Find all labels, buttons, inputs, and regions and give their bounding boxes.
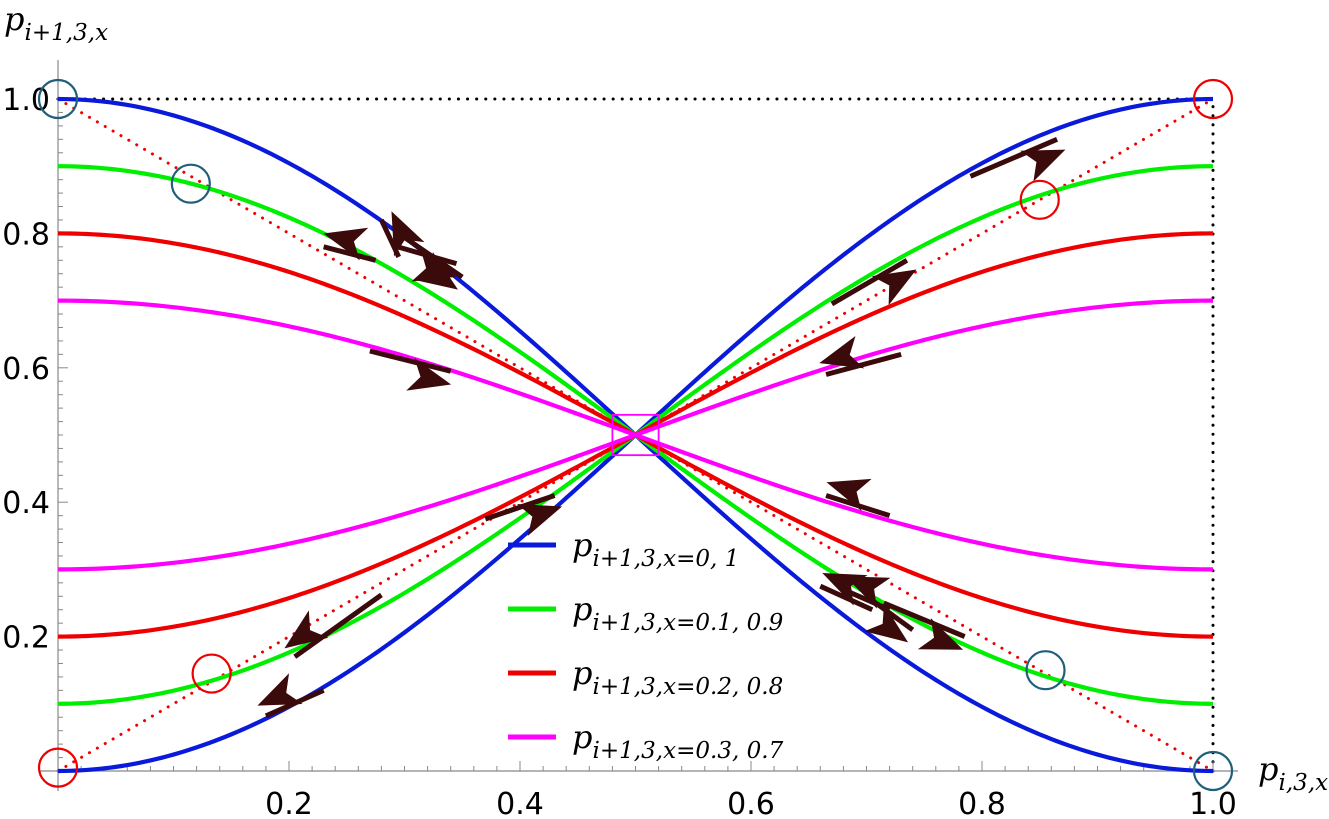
flow-arrow-2 bbox=[819, 335, 902, 377]
flow-arrow-3 bbox=[284, 592, 383, 659]
legend-label-0: pi+1,3,x=0, 1 bbox=[572, 526, 739, 572]
x-tick-label: 0.2 bbox=[265, 787, 313, 819]
x-tick-label: 0.4 bbox=[496, 787, 544, 819]
marker-circle-6 bbox=[191, 653, 232, 694]
flow-arrow-5 bbox=[484, 493, 563, 536]
y-tick-label: 0.4 bbox=[2, 486, 50, 521]
circles-layer bbox=[37, 78, 1234, 792]
x-axis-title: pi,3,x bbox=[1258, 750, 1328, 796]
flow-arrow-4 bbox=[257, 673, 325, 719]
x-tick-label: 0.8 bbox=[958, 787, 1006, 819]
y-tick-label: 0.6 bbox=[2, 352, 50, 387]
flow-arrow-14 bbox=[882, 600, 966, 650]
flow-arrow-9 bbox=[379, 211, 425, 258]
series-layer bbox=[57, 96, 1214, 774]
center-box bbox=[611, 413, 660, 457]
x-tick-label: 0.6 bbox=[727, 787, 775, 819]
marker-circle-5 bbox=[1019, 179, 1060, 220]
marker-circle-3 bbox=[1192, 750, 1234, 792]
flow-arrow-8 bbox=[392, 243, 458, 282]
y-axis-title: pi+1,3,x bbox=[4, 0, 108, 46]
flow-arrow-10 bbox=[397, 231, 464, 290]
marker-circle-7 bbox=[37, 747, 79, 788]
legend-label-2: pi+1,3,x=0.2, 0.8 bbox=[572, 654, 783, 700]
flow-arrow-11 bbox=[825, 478, 891, 519]
marker-circle-1 bbox=[170, 163, 211, 204]
y-tick-label: 0.8 bbox=[2, 217, 50, 252]
legend: pi+1,3,x=0, 1 pi+1,3,x=0.1, 0.9 pi+1,3,x=0… bbox=[508, 526, 784, 764]
series-line-3-rising bbox=[57, 298, 1214, 572]
arrows-layer bbox=[257, 137, 1066, 719]
flow-arrow-7 bbox=[323, 227, 377, 263]
marker-circle-2 bbox=[1025, 650, 1066, 691]
center-box-layer bbox=[611, 413, 660, 457]
legend-label-1: pi+1,3,x=0.1, 0.9 bbox=[572, 590, 783, 636]
marker-circle-0 bbox=[37, 78, 79, 120]
flow-arrow-1 bbox=[830, 258, 917, 307]
marker-circle-4 bbox=[1192, 78, 1234, 120]
y-tick-label: 0.2 bbox=[2, 621, 50, 656]
flow-arrow-0 bbox=[969, 137, 1066, 182]
flow-arrow-6 bbox=[369, 348, 452, 391]
x-tick-label: 1.0 bbox=[1189, 787, 1237, 819]
flow-arrow-15 bbox=[842, 576, 891, 613]
reference-lines-layer bbox=[56, 97, 1215, 773]
legend-label-3: pi+1,3,x=0.3, 0.7 bbox=[572, 718, 784, 764]
